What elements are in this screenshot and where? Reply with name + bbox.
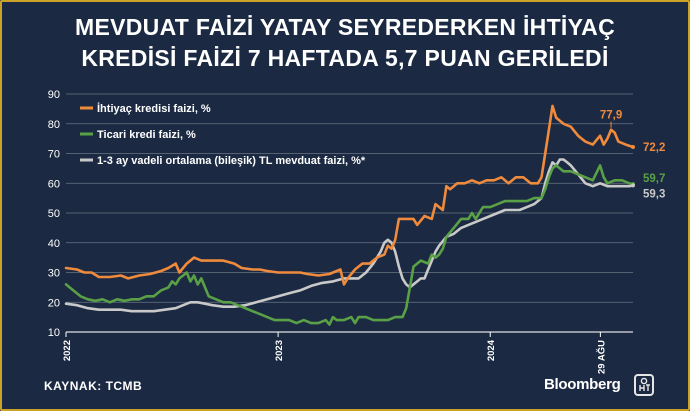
chart-title-line1: MEVDUAT FAİZİ YATAY SEYREDERKEN İHTİYAÇ xyxy=(75,14,615,40)
y-tick-label: 80 xyxy=(48,119,60,131)
end-point xyxy=(631,144,635,149)
bloomberg-logo: Bloomberg xyxy=(544,376,621,393)
peak-label: 77,9 xyxy=(600,110,622,122)
end-label: 59,7 xyxy=(643,173,665,185)
y-tick-label: 10 xyxy=(48,327,60,339)
y-tick-label: 90 xyxy=(48,89,60,101)
legend-label: Ticari kredi faizi, % xyxy=(97,129,196,141)
series-line xyxy=(64,104,635,286)
y-tick-label: 40 xyxy=(48,238,60,250)
x-tick-label: 29 AĞU xyxy=(595,340,607,374)
y-tick-label: 30 xyxy=(48,268,60,280)
ht-logo-icon xyxy=(634,374,654,396)
y-tick-label: 20 xyxy=(48,297,60,309)
y-tick-label: 70 xyxy=(48,149,60,161)
legend-label: İhtiyaç kredisi faizi, % xyxy=(97,102,211,115)
y-tick-label: 50 xyxy=(48,208,60,220)
x-tick-label: 2022 xyxy=(62,340,73,361)
chart-title-line2: KREDİSİ FAİZİ 7 HAFTADA 5,7 PUAN GERİLED… xyxy=(81,45,609,71)
end-point xyxy=(631,183,635,188)
legend-label: 1-3 ay vadeli ortalama (bileşik) TL mevd… xyxy=(97,155,366,167)
end-label: 59,3 xyxy=(643,188,665,200)
source-label: KAYNAK: TCMB xyxy=(44,379,143,393)
y-tick-label: 60 xyxy=(48,178,60,190)
series-line xyxy=(64,164,635,326)
x-tick-label: 2023 xyxy=(274,340,285,361)
x-tick-label: 2024 xyxy=(486,339,497,361)
end-label: 72,2 xyxy=(643,142,665,154)
